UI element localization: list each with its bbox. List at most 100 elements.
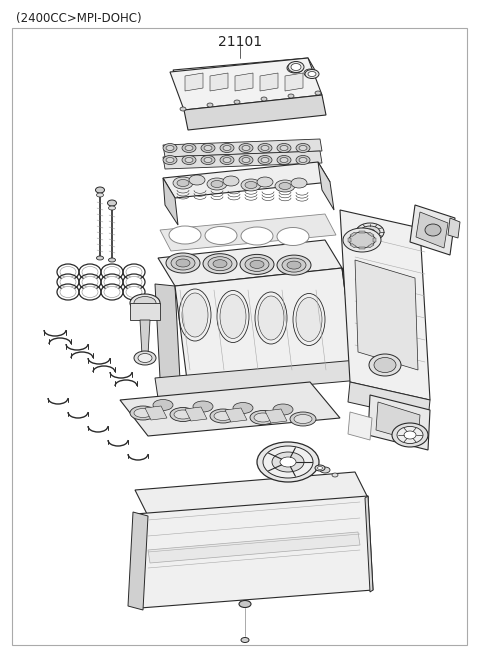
Ellipse shape	[108, 200, 117, 206]
Ellipse shape	[223, 176, 239, 186]
Ellipse shape	[134, 351, 156, 365]
Ellipse shape	[104, 286, 120, 297]
Ellipse shape	[275, 180, 295, 192]
Ellipse shape	[104, 276, 120, 288]
Ellipse shape	[261, 157, 269, 162]
Ellipse shape	[254, 413, 272, 422]
Polygon shape	[348, 412, 372, 440]
Polygon shape	[368, 244, 374, 248]
Polygon shape	[376, 402, 420, 442]
Ellipse shape	[241, 227, 273, 245]
Ellipse shape	[213, 259, 227, 268]
Ellipse shape	[126, 267, 142, 278]
Text: 21101: 21101	[218, 35, 262, 49]
Polygon shape	[350, 244, 356, 248]
Polygon shape	[359, 247, 365, 249]
Polygon shape	[155, 360, 360, 398]
Polygon shape	[365, 496, 373, 592]
Ellipse shape	[171, 256, 195, 270]
Polygon shape	[160, 214, 336, 251]
Ellipse shape	[360, 226, 380, 238]
Ellipse shape	[288, 62, 304, 73]
Ellipse shape	[223, 157, 231, 162]
Ellipse shape	[163, 155, 177, 164]
Ellipse shape	[166, 157, 174, 162]
Polygon shape	[410, 205, 455, 255]
Ellipse shape	[343, 228, 381, 252]
Polygon shape	[130, 303, 160, 320]
Ellipse shape	[291, 178, 307, 188]
Ellipse shape	[365, 229, 375, 235]
Ellipse shape	[239, 143, 253, 153]
Ellipse shape	[240, 254, 274, 274]
Ellipse shape	[185, 157, 193, 162]
Ellipse shape	[126, 276, 142, 288]
Ellipse shape	[174, 410, 192, 419]
Ellipse shape	[280, 457, 296, 467]
Ellipse shape	[82, 276, 98, 288]
Ellipse shape	[317, 466, 323, 470]
Ellipse shape	[108, 258, 116, 262]
Ellipse shape	[60, 276, 76, 288]
Ellipse shape	[296, 297, 322, 341]
Ellipse shape	[397, 426, 423, 443]
Ellipse shape	[288, 94, 294, 98]
Ellipse shape	[245, 181, 257, 189]
Ellipse shape	[239, 155, 253, 164]
Ellipse shape	[163, 143, 177, 153]
Ellipse shape	[96, 193, 104, 197]
Ellipse shape	[315, 465, 325, 471]
Ellipse shape	[82, 267, 98, 278]
Ellipse shape	[287, 261, 301, 269]
Ellipse shape	[404, 431, 416, 439]
Ellipse shape	[356, 223, 384, 241]
Ellipse shape	[308, 71, 316, 77]
Polygon shape	[368, 233, 374, 236]
Ellipse shape	[304, 69, 316, 77]
Ellipse shape	[169, 226, 201, 244]
Ellipse shape	[290, 65, 300, 71]
Ellipse shape	[82, 286, 98, 297]
Ellipse shape	[60, 267, 76, 278]
Ellipse shape	[241, 179, 261, 191]
Polygon shape	[318, 162, 334, 210]
Ellipse shape	[130, 406, 156, 420]
Ellipse shape	[166, 145, 174, 151]
Ellipse shape	[320, 467, 330, 473]
Ellipse shape	[173, 177, 193, 189]
Polygon shape	[340, 210, 430, 400]
Ellipse shape	[220, 295, 246, 339]
Ellipse shape	[185, 145, 193, 151]
Polygon shape	[225, 408, 247, 422]
Polygon shape	[163, 139, 322, 157]
Ellipse shape	[170, 407, 196, 422]
Polygon shape	[342, 268, 357, 380]
Ellipse shape	[290, 412, 316, 426]
Polygon shape	[265, 409, 287, 423]
Polygon shape	[359, 231, 365, 233]
Ellipse shape	[280, 145, 288, 151]
Ellipse shape	[134, 297, 156, 310]
Ellipse shape	[153, 400, 173, 411]
Ellipse shape	[299, 145, 307, 151]
Ellipse shape	[258, 155, 272, 164]
Polygon shape	[135, 472, 368, 516]
Polygon shape	[348, 382, 430, 420]
Ellipse shape	[210, 409, 236, 423]
Ellipse shape	[182, 143, 196, 153]
Polygon shape	[120, 382, 340, 436]
Ellipse shape	[279, 183, 291, 189]
Polygon shape	[448, 218, 460, 238]
Polygon shape	[145, 406, 167, 420]
Ellipse shape	[214, 411, 232, 421]
Polygon shape	[140, 320, 150, 355]
Ellipse shape	[291, 64, 301, 71]
Ellipse shape	[177, 179, 189, 187]
Ellipse shape	[207, 103, 213, 107]
Ellipse shape	[241, 637, 249, 643]
Ellipse shape	[332, 473, 338, 477]
Ellipse shape	[369, 354, 401, 376]
Ellipse shape	[258, 296, 284, 340]
Ellipse shape	[204, 157, 212, 162]
Polygon shape	[235, 73, 253, 91]
